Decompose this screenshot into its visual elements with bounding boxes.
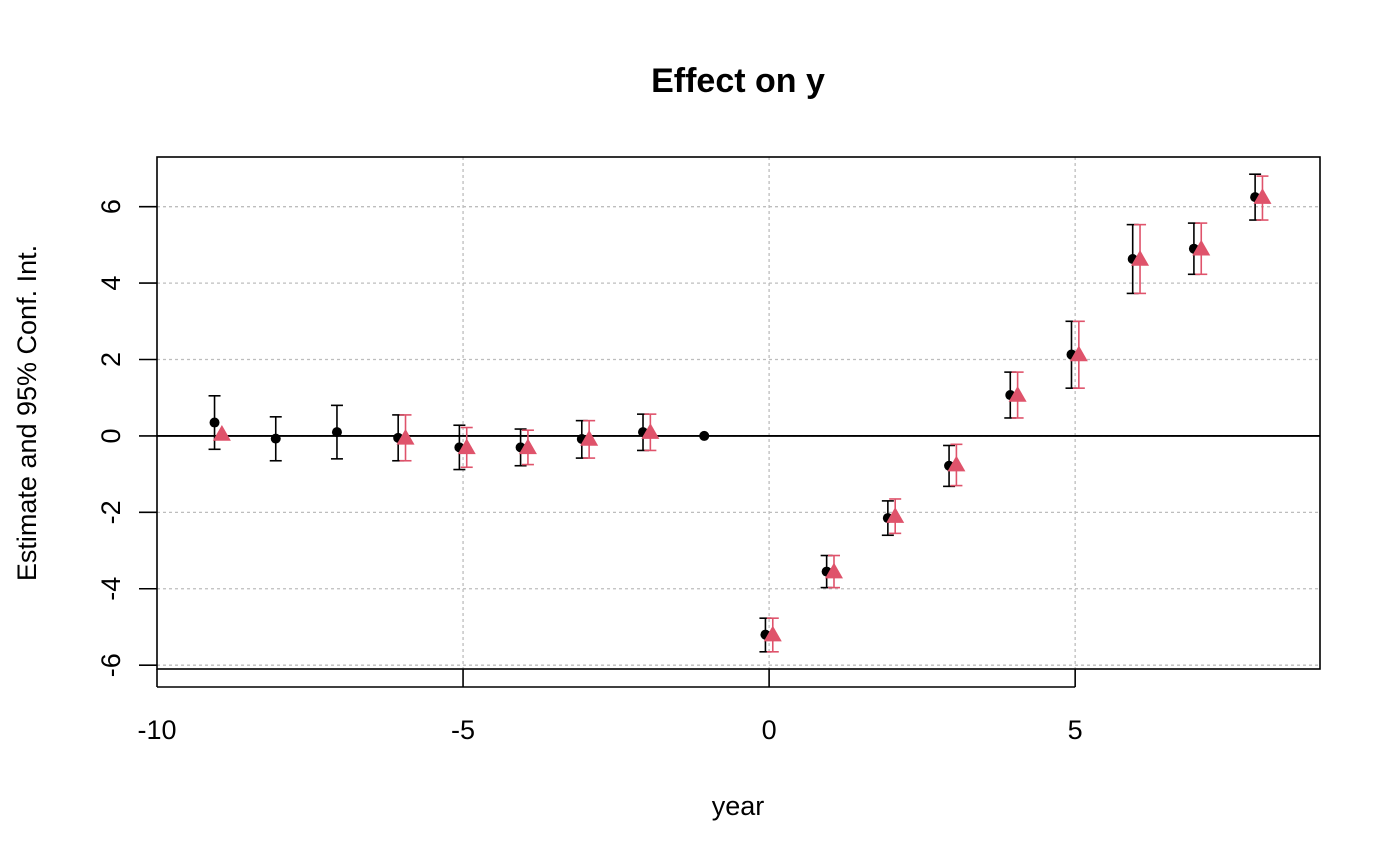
point-marker-triangle — [457, 438, 476, 455]
data-layer — [208, 173, 1272, 653]
x-tick-label: -5 — [451, 715, 475, 745]
plot-frame — [156, 156, 1321, 670]
x-tick-label: 5 — [1068, 715, 1083, 745]
y-tick-label: 4 — [96, 276, 126, 291]
series-triangle — [212, 175, 1272, 653]
point-marker-circle — [209, 417, 220, 428]
point-marker-triangle — [1069, 345, 1088, 362]
y-tick-label: -4 — [96, 577, 126, 601]
x-axis-label: year — [712, 791, 765, 821]
point-marker-triangle — [1131, 250, 1150, 266]
point-marker-triangle — [212, 425, 231, 441]
point-marker-triangle — [641, 423, 660, 439]
chart-title: Effect on y — [651, 62, 825, 100]
point-marker-triangle — [1192, 239, 1211, 256]
y-tick-label: -2 — [96, 500, 126, 524]
y-tick-label: 2 — [96, 352, 126, 367]
grid-layer — [157, 157, 1320, 669]
y-tick-label: -6 — [96, 653, 126, 677]
point-marker-circle — [270, 433, 281, 444]
y-axis: -6 -4 -2 0 2 4 6 — [96, 199, 157, 677]
point-marker-triangle — [1253, 188, 1272, 204]
point-marker-triangle — [580, 429, 599, 446]
point-marker-triangle — [1008, 386, 1027, 402]
y-axis-label: Estimate and 95% Conf. Int. — [12, 245, 42, 581]
y-tick-label: 0 — [96, 428, 126, 443]
x-axis: -10 -5 0 5 — [137, 669, 1083, 745]
point-marker-triangle — [824, 562, 843, 579]
point-marker-triangle — [947, 455, 966, 472]
x-tick-label: -10 — [137, 715, 176, 745]
point-marker-triangle — [763, 625, 782, 642]
point-marker-triangle — [518, 438, 537, 455]
y-tick-label: 6 — [96, 199, 126, 214]
point-marker-circle — [699, 430, 710, 441]
series-circle — [208, 173, 1262, 653]
point-marker-triangle — [396, 428, 415, 445]
point-marker-triangle — [886, 507, 905, 523]
point-marker-circle — [331, 427, 342, 438]
x-tick-label: 0 — [762, 715, 777, 745]
